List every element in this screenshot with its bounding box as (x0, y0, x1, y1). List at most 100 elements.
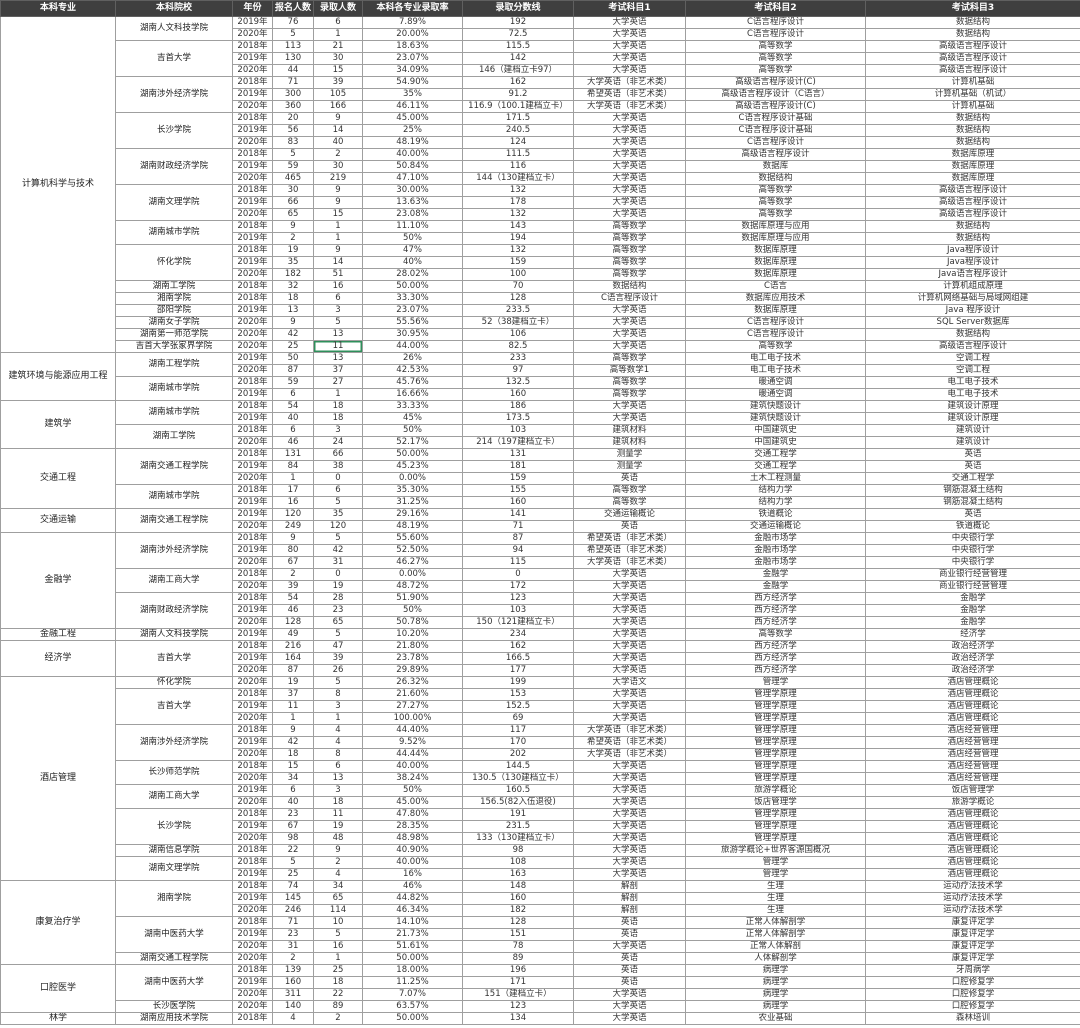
rate-cell[interactable]: 23.07% (362, 52, 463, 65)
score-cell[interactable]: 142 (462, 52, 574, 65)
subject2-cell[interactable]: 管理学原理 (685, 808, 866, 821)
applicants-cell[interactable]: 23 (272, 928, 314, 941)
score-cell[interactable]: 196 (462, 964, 574, 977)
admitted-cell[interactable]: 37 (313, 364, 363, 377)
subject1-cell[interactable]: 大学英语 (573, 172, 686, 185)
admitted-cell[interactable]: 3 (313, 700, 363, 713)
subject1-cell[interactable]: 大学英语（非艺术类） (573, 556, 686, 569)
subject2-cell[interactable]: 暖通空调 (685, 388, 866, 401)
subject1-cell[interactable]: 高等数学 (573, 352, 686, 365)
subject1-cell[interactable]: 大学英语 (573, 184, 686, 197)
college-cell[interactable]: 湖南中医药大学 (115, 916, 233, 953)
score-cell[interactable]: 98 (462, 844, 574, 857)
score-cell[interactable]: 111.5 (462, 148, 574, 161)
college-cell[interactable]: 湖南财政经济学院 (115, 148, 233, 185)
rate-cell[interactable]: 38.24% (362, 772, 463, 785)
subject3-cell[interactable]: SQL Server数据库 (865, 316, 1080, 329)
year-cell[interactable]: 2018年 (232, 484, 273, 497)
college-cell[interactable]: 长沙医学院 (115, 1000, 233, 1013)
admitted-cell[interactable]: 18 (313, 400, 363, 413)
score-cell[interactable]: 151 (462, 928, 574, 941)
year-cell[interactable]: 2020年 (232, 676, 273, 689)
rate-cell[interactable]: 26.32% (362, 676, 463, 689)
applicants-cell[interactable]: 9 (272, 316, 314, 329)
admitted-cell[interactable]: 9 (313, 184, 363, 197)
year-cell[interactable]: 2020年 (232, 64, 273, 77)
college-cell[interactable]: 湖南涉外经济学院 (115, 724, 233, 761)
year-cell[interactable]: 2020年 (232, 100, 273, 113)
college-cell[interactable]: 邵阳学院 (115, 304, 233, 317)
subject1-cell[interactable]: 建筑材料 (573, 436, 686, 449)
admitted-cell[interactable]: 9 (313, 196, 363, 209)
header-subject2[interactable]: 考试科目2 (685, 0, 866, 17)
subject2-cell[interactable]: 交通工程学 (685, 460, 866, 473)
subject3-cell[interactable]: 运动疗法技术学 (865, 892, 1080, 905)
score-cell[interactable]: 87 (462, 532, 574, 545)
applicants-cell[interactable]: 120 (272, 508, 314, 521)
college-cell[interactable]: 湖南信息学院 (115, 844, 233, 857)
subject1-cell[interactable]: 大学英语 (573, 592, 686, 605)
admitted-cell[interactable]: 65 (313, 616, 363, 629)
subject2-cell[interactable]: 人体解剖学 (685, 952, 866, 965)
header-score-line[interactable]: 录取分数线 (462, 0, 574, 17)
subject3-cell[interactable]: 商业银行经营管理 (865, 568, 1080, 581)
rate-cell[interactable]: 9.52% (362, 736, 463, 749)
year-cell[interactable]: 2019年 (232, 976, 273, 989)
subject1-cell[interactable]: 大学英语 (573, 940, 686, 953)
score-cell[interactable]: 71 (462, 520, 574, 533)
subject1-cell[interactable]: 高等数学1 (573, 364, 686, 377)
subject3-cell[interactable]: 建筑设计 (865, 436, 1080, 449)
applicants-cell[interactable]: 30 (272, 184, 314, 197)
subject2-cell[interactable]: 高等数学 (685, 208, 866, 221)
year-cell[interactable]: 2018年 (232, 532, 273, 545)
subject1-cell[interactable]: 高等数学 (573, 256, 686, 269)
rate-cell[interactable]: 50% (362, 604, 463, 617)
subject3-cell[interactable]: 酒店经营管理 (865, 736, 1080, 749)
admitted-cell[interactable]: 30 (313, 160, 363, 173)
score-cell[interactable]: 141 (462, 508, 574, 521)
admitted-cell[interactable]: 18 (313, 412, 363, 425)
year-cell[interactable]: 2020年 (232, 988, 273, 1001)
admitted-cell[interactable]: 31 (313, 556, 363, 569)
header-applicants[interactable]: 报名人数 (272, 0, 314, 17)
year-cell[interactable]: 2018年 (232, 76, 273, 89)
admitted-cell[interactable]: 34 (313, 880, 363, 893)
subject2-cell[interactable]: 高级语言程序设计(C) (685, 76, 866, 89)
subject1-cell[interactable]: 大学英语 (573, 664, 686, 677)
subject2-cell[interactable]: 正常人体解剖学 (685, 928, 866, 941)
score-cell[interactable]: 143 (462, 220, 574, 233)
rate-cell[interactable]: 14.10% (362, 916, 463, 929)
rate-cell[interactable]: 18.00% (362, 964, 463, 977)
college-cell[interactable]: 吉首大学 (115, 640, 233, 677)
admitted-cell[interactable]: 48 (313, 832, 363, 845)
subject3-cell[interactable]: 商业银行经营管理 (865, 580, 1080, 593)
score-cell[interactable]: 0 (462, 568, 574, 581)
year-cell[interactable]: 2019年 (232, 820, 273, 833)
score-cell[interactable]: 181 (462, 460, 574, 473)
subject3-cell[interactable]: 数据库原理 (865, 172, 1080, 185)
applicants-cell[interactable]: 87 (272, 664, 314, 677)
subject1-cell[interactable]: 英语 (573, 916, 686, 929)
subject2-cell[interactable]: 旅游学概论+世界客源国概况 (685, 844, 866, 857)
subject1-cell[interactable]: 大学英语 (573, 568, 686, 581)
year-cell[interactable]: 2018年 (232, 688, 273, 701)
year-cell[interactable]: 2020年 (232, 580, 273, 593)
score-cell[interactable]: 133（130建档立卡） (462, 832, 574, 845)
applicants-cell[interactable]: 25 (272, 868, 314, 881)
subject1-cell[interactable]: 英语 (573, 520, 686, 533)
admitted-cell[interactable]: 27 (313, 376, 363, 389)
score-cell[interactable]: 192 (462, 16, 574, 29)
rate-cell[interactable]: 30.95% (362, 328, 463, 341)
rate-cell[interactable]: 63.57% (362, 1000, 463, 1013)
subject3-cell[interactable]: 饭店管理学 (865, 784, 1080, 797)
subject3-cell[interactable]: 英语 (865, 508, 1080, 521)
subject2-cell[interactable]: 金融学 (685, 580, 866, 593)
subject1-cell[interactable]: 英语 (573, 952, 686, 965)
applicants-cell[interactable]: 18 (272, 292, 314, 305)
subject3-cell[interactable]: 中央银行学 (865, 556, 1080, 569)
admitted-cell[interactable]: 25 (313, 964, 363, 977)
year-cell[interactable]: 2019年 (232, 784, 273, 797)
admitted-cell[interactable]: 5 (313, 676, 363, 689)
year-cell[interactable]: 2018年 (232, 244, 273, 257)
subject3-cell[interactable]: 康复评定学 (865, 952, 1080, 965)
